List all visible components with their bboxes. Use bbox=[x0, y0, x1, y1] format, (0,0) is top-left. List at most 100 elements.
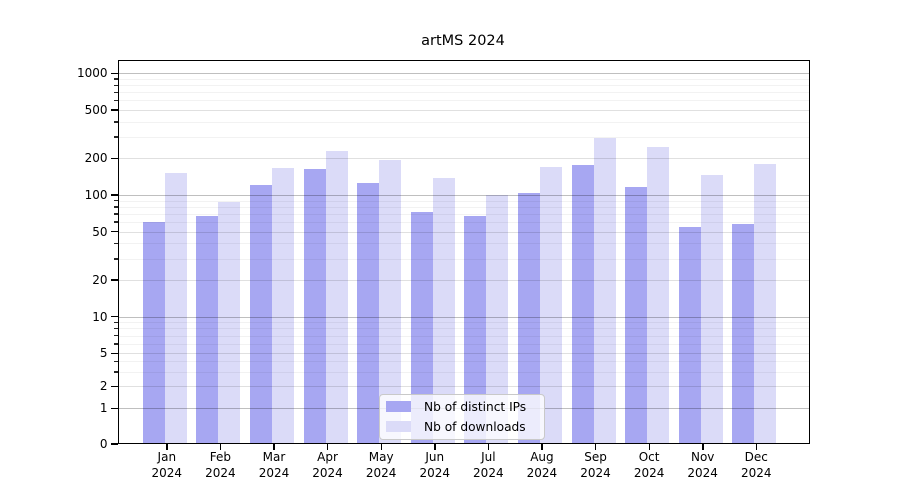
gridline-6 bbox=[117, 343, 810, 345]
y-tick-5 bbox=[111, 352, 118, 355]
y-tick-20 bbox=[111, 279, 118, 281]
x-tick-label-Oct: Oct 2024 bbox=[617, 450, 681, 481]
gridline-800 bbox=[117, 85, 810, 87]
x-tick-Oct bbox=[648, 444, 650, 450]
x-tick-label-line: 2024 bbox=[741, 465, 772, 480]
x-tick-label-Feb: Feb 2024 bbox=[188, 450, 252, 481]
gridline-60 bbox=[117, 221, 810, 223]
bar-downloads-Dec bbox=[754, 163, 777, 444]
y-tick-label-2: 2 bbox=[99, 379, 108, 394]
y-tick-label-10: 10 bbox=[92, 309, 108, 324]
x-tick-label-May: May 2024 bbox=[349, 450, 413, 481]
gridline-20 bbox=[117, 280, 810, 282]
legend-label-downloads: Nb of downloads bbox=[424, 419, 526, 434]
x-tick-label-line: Aug bbox=[530, 450, 554, 464]
y-minor-tick-8 bbox=[114, 327, 118, 330]
gridline-9 bbox=[117, 322, 810, 324]
bar-downloads-Oct bbox=[647, 147, 670, 444]
bar-downloads-Aug bbox=[539, 166, 562, 444]
plot-area bbox=[117, 60, 810, 444]
x-tick-label-Apr: Apr 2024 bbox=[296, 450, 360, 481]
y-minor-tick-900 bbox=[114, 78, 118, 80]
x-tick-label-line: Apr bbox=[317, 450, 338, 464]
x-tick-Jun bbox=[434, 444, 436, 450]
x-tick-label-line: 2024 bbox=[419, 465, 451, 480]
x-tick-Mar bbox=[273, 444, 275, 450]
bar-ips-May bbox=[357, 182, 380, 444]
gridline-8 bbox=[117, 328, 810, 330]
x-tick-label-line: 2024 bbox=[258, 465, 290, 480]
x-tick-label-line: May bbox=[368, 450, 394, 464]
gridline-100 bbox=[117, 195, 810, 196]
x-tick-label-line: Jul bbox=[481, 450, 496, 464]
bar-ips-Sep bbox=[571, 165, 594, 444]
gridline-900 bbox=[117, 78, 810, 80]
x-tick-label-line: 2024 bbox=[151, 465, 183, 480]
bar-downloads-Nov bbox=[700, 174, 723, 444]
y-tick-label-1000: 1000 bbox=[76, 66, 108, 81]
y-minor-tick-600 bbox=[114, 99, 118, 102]
x-tick-Jan bbox=[166, 444, 168, 450]
x-tick-Sep bbox=[595, 444, 597, 450]
x-tick-Nov bbox=[702, 444, 704, 450]
y-minor-tick-700 bbox=[114, 91, 118, 94]
y-minor-tick-6 bbox=[114, 343, 118, 345]
x-tick-label-Mar: Mar 2024 bbox=[242, 450, 306, 481]
bar-downloads-Apr bbox=[325, 150, 348, 444]
legend-label-distinct-ips: Nb of distinct IPs bbox=[424, 399, 527, 414]
x-tick-label-line: 2024 bbox=[205, 465, 236, 480]
y-tick-10 bbox=[111, 316, 118, 318]
bar-ips-Nov bbox=[678, 226, 701, 444]
y-tick-label-20: 20 bbox=[92, 273, 108, 288]
gridline-40 bbox=[117, 243, 810, 245]
bar-downloads-Mar bbox=[271, 167, 294, 444]
x-tick-label-line: Jun bbox=[425, 450, 445, 464]
bar-ips-Aug bbox=[517, 192, 540, 444]
y-tick-label-1: 1 bbox=[99, 401, 108, 416]
y-tick-label-0: 0 bbox=[99, 437, 108, 451]
x-tick-label-line: 2024 bbox=[526, 465, 558, 480]
x-tick-label-line: Dec bbox=[744, 450, 768, 464]
y-tick-100 bbox=[111, 194, 118, 196]
x-tick-label-line: 2024 bbox=[365, 465, 397, 480]
x-tick-label-line: Sep bbox=[584, 450, 607, 464]
gridline-70 bbox=[117, 213, 810, 215]
gridline-1000 bbox=[117, 73, 810, 75]
bar-ips-Dec bbox=[732, 223, 755, 444]
legend: Nb of distinct IPs Nb of downloads bbox=[379, 393, 545, 440]
y-tick-200 bbox=[111, 157, 118, 160]
y-minor-tick-80 bbox=[114, 206, 118, 208]
bar-downloads-Feb bbox=[218, 202, 241, 444]
y-tick-label-50: 50 bbox=[92, 224, 108, 239]
gridline-30 bbox=[117, 258, 810, 260]
bar-ips-Jul bbox=[464, 216, 487, 444]
x-tick-Jul bbox=[487, 444, 490, 450]
gridline-4 bbox=[117, 361, 810, 363]
y-tick-label-200: 200 bbox=[84, 151, 108, 166]
x-tick-Dec bbox=[755, 444, 758, 450]
y-tick-500 bbox=[111, 109, 118, 111]
y-minor-tick-400 bbox=[114, 121, 118, 123]
bar-ips-Jan bbox=[142, 221, 165, 444]
gridline-90 bbox=[117, 200, 810, 202]
x-tick-label-line: 2024 bbox=[580, 465, 611, 480]
y-minor-tick-30 bbox=[114, 258, 118, 260]
x-tick-label-Jun: Jun 2024 bbox=[403, 450, 467, 481]
x-tick-Aug bbox=[541, 444, 543, 450]
x-tick-label-line: Nov bbox=[690, 450, 715, 464]
gridline-700 bbox=[117, 92, 810, 94]
x-tick-May bbox=[380, 444, 383, 450]
y-minor-tick-800 bbox=[114, 84, 118, 86]
gridline-2 bbox=[117, 386, 810, 388]
x-tick-label-Nov: Nov 2024 bbox=[671, 450, 735, 481]
y-tick-label-5: 5 bbox=[99, 346, 108, 361]
x-tick-Feb bbox=[219, 444, 222, 450]
gridline-80 bbox=[117, 206, 810, 208]
gridline-400 bbox=[117, 121, 810, 123]
y-tick-label-100: 100 bbox=[84, 188, 108, 202]
x-tick-label-line: Oct bbox=[638, 450, 660, 464]
x-tick-label-line: Feb bbox=[209, 450, 231, 464]
y-tick-label-500: 500 bbox=[84, 102, 108, 117]
y-minor-tick-7 bbox=[114, 335, 118, 337]
